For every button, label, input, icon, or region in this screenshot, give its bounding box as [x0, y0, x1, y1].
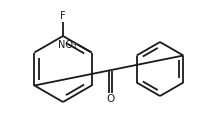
Text: NO₂: NO₂: [58, 39, 77, 49]
Text: O: O: [106, 93, 115, 103]
Text: F: F: [60, 11, 66, 21]
